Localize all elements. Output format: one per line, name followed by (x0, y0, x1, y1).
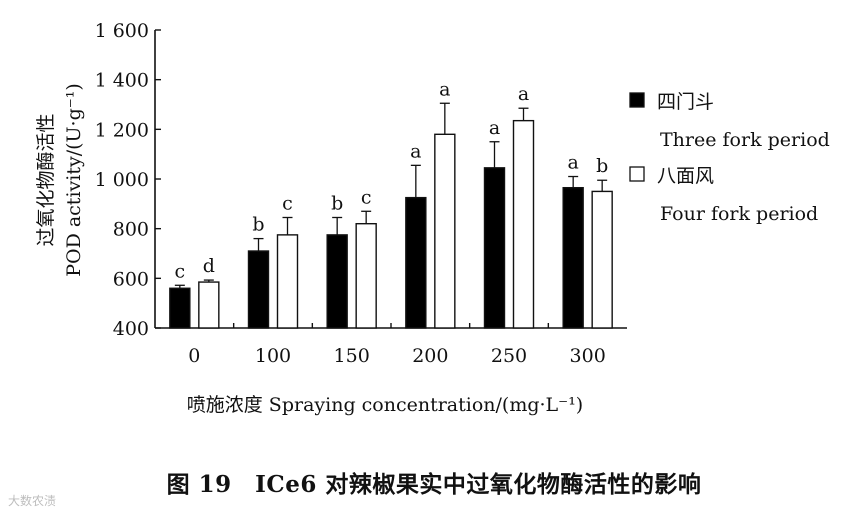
legend-label-en: Four fork period (660, 203, 818, 225)
y-tick-label: 1 600 (95, 20, 149, 42)
significance-label: c (361, 186, 372, 208)
x-tick-label: 250 (491, 345, 527, 367)
legend-swatch (629, 166, 645, 182)
x-tick-label: 150 (334, 345, 370, 367)
significance-label: b (596, 155, 608, 177)
bar (169, 287, 191, 329)
bar (198, 281, 220, 329)
x-tick-label: 100 (255, 345, 291, 367)
y-axis-title-zh: 过氧化物酶活性 (35, 113, 57, 246)
legend-label-en: Three fork period (660, 129, 830, 151)
bar (276, 234, 299, 329)
bar (326, 234, 348, 329)
y-tick-label: 1 200 (95, 119, 149, 141)
y-tick-label: 400 (113, 318, 149, 340)
legend-swatch (629, 92, 645, 108)
bar (483, 167, 506, 329)
bar (562, 186, 584, 329)
significance-label: a (518, 83, 529, 105)
x-tick-label: 300 (570, 345, 606, 367)
watermark: 大数农渍 (8, 493, 56, 508)
legend-label-zh: 四门斗 (657, 91, 714, 113)
x-axis-title: 喷施浓度 Spraying concentration/(mg·L⁻¹) (187, 394, 583, 416)
bar (591, 190, 613, 329)
significance-label: a (439, 78, 450, 100)
y-tick-label: 600 (113, 268, 149, 290)
significance-label: b (331, 192, 343, 214)
y-tick-label: 1 400 (95, 70, 149, 92)
x-tick-label: 200 (412, 345, 448, 367)
bar (434, 133, 456, 329)
bar (405, 196, 427, 329)
figure-caption: 图 19 ICe6 对辣椒果实中过氧化物酶活性的影响 (167, 471, 702, 498)
significance-label: c (175, 260, 186, 282)
significance-label: b (252, 214, 264, 236)
bar (512, 119, 535, 329)
y-tick-label: 800 (113, 219, 149, 241)
y-tick-label: 1 000 (95, 169, 149, 191)
significance-label: c (282, 192, 293, 214)
significance-label: a (489, 117, 500, 139)
significance-label: a (568, 152, 579, 174)
significance-label: a (410, 140, 421, 162)
x-tick-label: 0 (188, 345, 200, 367)
y-axis-title-en: POD activity/(U·g⁻¹) (63, 83, 85, 277)
significance-label: d (203, 255, 215, 277)
bar (247, 250, 270, 329)
bar (355, 222, 377, 329)
legend-label-zh: 八面风 (657, 165, 714, 187)
